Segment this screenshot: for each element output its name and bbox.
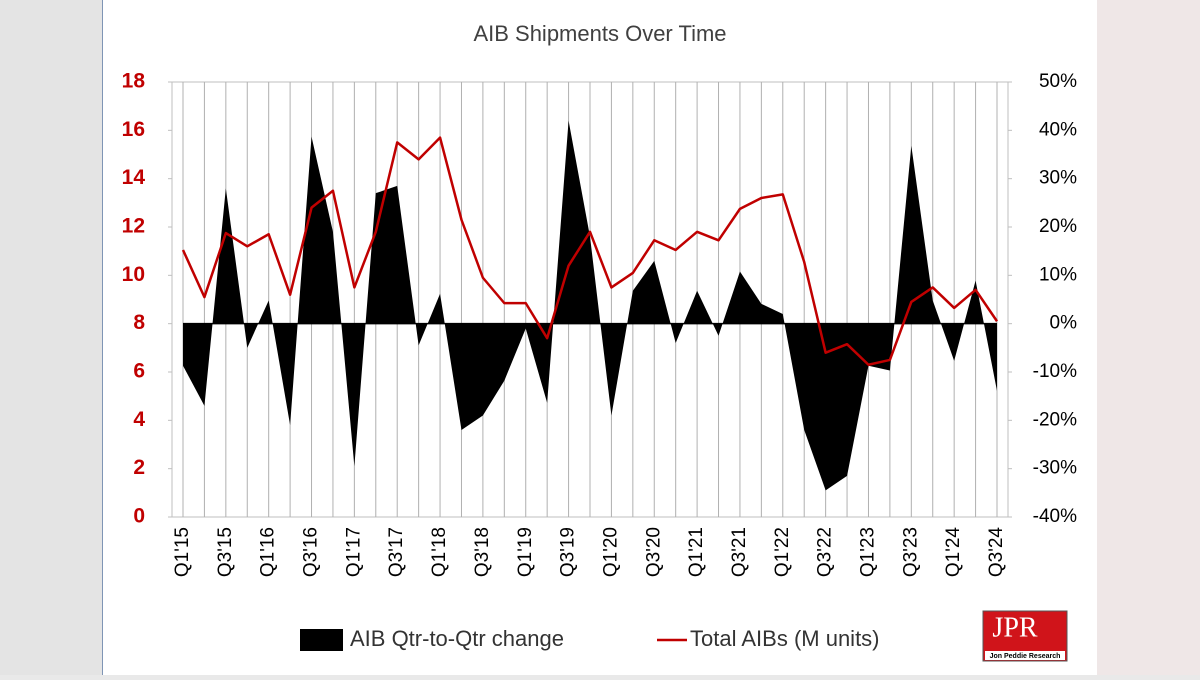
chart-title: AIB Shipments Over Time [473,21,726,46]
y-tick-label: 18 [122,70,146,93]
x-tick-label: Q1'18 [429,527,450,577]
x-tick-label: Q3'19 [558,527,579,577]
y2-tick-label: -40% [1033,506,1077,527]
x-tick-label: Q3'16 [301,527,322,577]
y2-tick-label: -30% [1033,458,1077,479]
x-tick-label: Q3'21 [729,527,750,577]
x-tick-label: Q3'20 [643,527,664,577]
x-tick-label: Q1'24 [943,527,964,578]
area [183,120,997,491]
x-tick-label: Q1'22 [772,527,793,577]
x-tick-label: Q1'17 [343,527,364,577]
y-tick-label: 12 [122,215,145,238]
x-tick-label: Q3'17 [386,527,407,577]
y2-tick-label: 0% [1050,313,1078,334]
x-tick-label: Q1'23 [857,527,878,577]
y-tick-label: 4 [133,408,145,431]
x-tick-label: Q3'23 [900,527,921,577]
y2-tick-label: 20% [1039,216,1077,237]
legend-label: Total AIBs (M units) [690,626,880,651]
x-tick-label: Q3'18 [472,527,493,577]
y-tick-label: 0 [133,505,145,528]
x-tick-label: Q3'24 [986,527,1007,578]
y-tick-label: 14 [122,166,146,189]
y2-tick-label: 50% [1039,71,1077,92]
y-tick-label: 2 [133,456,145,479]
y2-tick-label: 40% [1039,119,1077,140]
x-tick-label: Q1'19 [515,527,536,577]
y2-tick-label: 10% [1039,264,1077,285]
y-tick-label: 8 [133,311,145,334]
side-margin [0,0,102,675]
x-tick-label: Q1'21 [686,527,707,577]
y-tick-label: 10 [122,263,145,286]
x-tick-label: Q1'15 [172,527,193,577]
y2-tick-label: -10% [1033,361,1077,382]
chart-card [102,0,1097,675]
side-margin [1097,0,1200,675]
legend-label: AIB Qtr-to-Qtr change [350,626,564,651]
legend-swatch [300,629,343,651]
y2-tick-label: 30% [1039,168,1077,189]
logo: JPR Jon Peddie Research [982,610,1068,662]
logo-text: JPR [992,612,1037,643]
x-tick-label: Q1'16 [258,527,279,577]
x-tick-label: Q3'15 [215,527,236,577]
logo-band [985,651,1065,660]
y-tick-label: 6 [133,360,145,383]
y-tick-label: 16 [122,118,145,141]
logo-subtext: Jon Peddie Research [990,653,1061,660]
y2-tick-label: -20% [1033,409,1077,430]
line [181,136,999,366]
x-tick-label: Q3'22 [815,527,836,577]
x-tick-label: Q1'20 [600,527,621,577]
